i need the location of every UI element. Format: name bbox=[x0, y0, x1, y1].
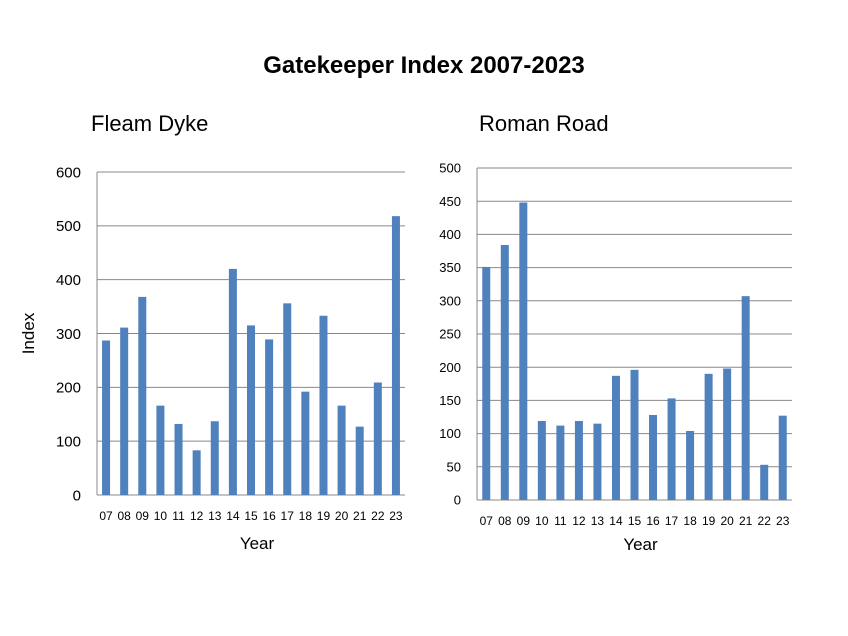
chart-title-fleam-dyke: Fleam Dyke bbox=[91, 111, 209, 136]
roman-road-x-tick-label: 17 bbox=[665, 514, 679, 528]
roman-road-x-tick-label: 16 bbox=[646, 514, 660, 528]
roman-road-x-tick-label: 21 bbox=[739, 514, 753, 528]
fleam-dyke-bar-16 bbox=[265, 339, 274, 495]
roman-road-x-tick-label: 10 bbox=[535, 514, 549, 528]
chart-title-roman-road: Roman Road bbox=[479, 111, 609, 136]
roman-road-y-tick-label: 450 bbox=[439, 194, 461, 209]
fleam-dyke-x-tick-label: 20 bbox=[335, 509, 349, 523]
fleam-dyke-x-tick-label: 11 bbox=[172, 509, 185, 523]
roman-road-y-tick-label: 0 bbox=[454, 493, 461, 508]
fleam-dyke-x-tick-label: 09 bbox=[136, 509, 150, 523]
roman-road-bar-12 bbox=[574, 420, 583, 500]
roman-road-x-tick-label: 09 bbox=[517, 514, 531, 528]
fleam-dyke-bar-17 bbox=[283, 303, 292, 495]
roman-road-y-tick-label: 100 bbox=[439, 426, 461, 441]
roman-road-x-tick-label: 12 bbox=[572, 514, 586, 528]
roman-road-x-axis-label: Year bbox=[623, 535, 658, 554]
roman-road-x-tick-label: 20 bbox=[720, 514, 734, 528]
fleam-dyke-x-tick-label: 08 bbox=[117, 509, 131, 523]
fleam-dyke-x-axis-label: Year bbox=[240, 534, 275, 553]
roman-road-y-tick-label: 300 bbox=[439, 293, 461, 308]
fleam-dyke-x-tick-label: 15 bbox=[244, 509, 258, 523]
roman-road-y-tick-label: 500 bbox=[439, 161, 461, 176]
roman-road-y-tick-label: 200 bbox=[439, 360, 461, 375]
fleam-dyke-bar-08 bbox=[120, 327, 129, 495]
fleam-dyke-x-tick-label: 17 bbox=[281, 509, 295, 523]
roman-road-bar-15 bbox=[630, 369, 639, 500]
roman-road-x-tick-label: 18 bbox=[683, 514, 697, 528]
fleam-dyke-y-tick-label: 600 bbox=[56, 164, 81, 181]
roman-road-x-tick-label: 11 bbox=[554, 514, 567, 528]
fleam-dyke-x-tick-label: 22 bbox=[371, 509, 385, 523]
page-title: Gatekeeper Index 2007-2023 bbox=[263, 52, 585, 79]
fleam-dyke-bar-14 bbox=[228, 268, 237, 495]
roman-road-bar-18 bbox=[686, 430, 695, 500]
fleam-dyke-bar-13 bbox=[210, 421, 219, 495]
roman-road-bar-23 bbox=[778, 415, 787, 500]
roman-road-x-tick-label: 15 bbox=[628, 514, 642, 528]
roman-road-bar-17 bbox=[667, 398, 676, 500]
roman-road-bar-14 bbox=[611, 375, 620, 500]
fleam-dyke-bar-10 bbox=[156, 405, 165, 495]
fleam-dyke-x-tick-label: 21 bbox=[353, 509, 367, 523]
fleam-dyke-y-tick-label: 0 bbox=[73, 487, 81, 504]
fleam-dyke-x-tick-label: 16 bbox=[262, 509, 276, 523]
roman-road-y-tick-label: 400 bbox=[439, 227, 461, 242]
fleam-dyke-y-tick-label: 200 bbox=[56, 380, 81, 397]
roman-road-bar-19 bbox=[704, 373, 713, 500]
fleam-dyke-bar-19 bbox=[319, 315, 328, 495]
fleam-dyke-x-tick-label: 19 bbox=[317, 509, 331, 523]
roman-road-x-tick-label: 13 bbox=[591, 514, 605, 528]
roman-road-x-tick-label: 07 bbox=[480, 514, 494, 528]
fleam-dyke-bar-09 bbox=[138, 296, 147, 495]
roman-road-bar-13 bbox=[593, 423, 602, 500]
roman-road-x-tick-label: 19 bbox=[702, 514, 716, 528]
fleam-dyke-x-tick-label: 18 bbox=[299, 509, 313, 523]
roman-road-bar-08 bbox=[500, 245, 509, 500]
fleam-dyke-bar-18 bbox=[301, 391, 310, 495]
roman-road-x-tick-label: 23 bbox=[776, 514, 790, 528]
fleam-dyke-y-tick-label: 400 bbox=[56, 272, 81, 289]
fleam-dyke-x-tick-label: 07 bbox=[99, 509, 113, 523]
roman-road-bar-22 bbox=[760, 464, 769, 500]
fleam-dyke-bar-23 bbox=[391, 216, 400, 496]
roman-road-y-tick-label: 150 bbox=[439, 393, 461, 408]
fleam-dyke-bar-22 bbox=[373, 382, 382, 495]
fleam-dyke-x-tick-label: 23 bbox=[389, 509, 403, 523]
roman-road-bar-20 bbox=[723, 368, 732, 500]
roman-road-bar-21 bbox=[741, 296, 750, 500]
fleam-dyke-y-tick-label: 500 bbox=[56, 218, 81, 235]
fleam-dyke-bar-21 bbox=[355, 426, 364, 495]
roman-road-y-tick-label: 50 bbox=[447, 459, 461, 474]
roman-road-bar-10 bbox=[537, 420, 546, 500]
fleam-dyke-bar-15 bbox=[247, 325, 255, 495]
roman-road-x-tick-label: 22 bbox=[758, 514, 772, 528]
fleam-dyke-x-tick-label: 12 bbox=[190, 509, 204, 523]
fleam-dyke-y-tick-label: 300 bbox=[56, 326, 81, 343]
roman-road-y-tick-label: 350 bbox=[439, 260, 461, 275]
fleam-dyke-x-tick-label: 10 bbox=[154, 509, 168, 523]
fleam-dyke-x-tick-label: 14 bbox=[226, 509, 240, 523]
roman-road-bar-09 bbox=[519, 202, 528, 500]
fleam-dyke-y-axis-label: Index bbox=[19, 312, 38, 354]
fleam-dyke-y-tick-label: 100 bbox=[56, 433, 81, 450]
roman-road-y-tick-label: 250 bbox=[439, 327, 461, 342]
roman-road-bar-16 bbox=[649, 415, 658, 500]
fleam-dyke-x-tick-label: 13 bbox=[208, 509, 222, 523]
fleam-dyke-bar-07 bbox=[102, 340, 111, 495]
roman-road-bar-11 bbox=[556, 425, 565, 500]
fleam-dyke-bar-11 bbox=[174, 423, 183, 495]
roman-road-bar-07 bbox=[482, 266, 491, 500]
roman-road-x-tick-label: 14 bbox=[609, 514, 623, 528]
fleam-dyke-bar-12 bbox=[192, 450, 201, 495]
roman-road-x-tick-label: 08 bbox=[498, 514, 512, 528]
fleam-dyke-bar-20 bbox=[337, 405, 346, 495]
